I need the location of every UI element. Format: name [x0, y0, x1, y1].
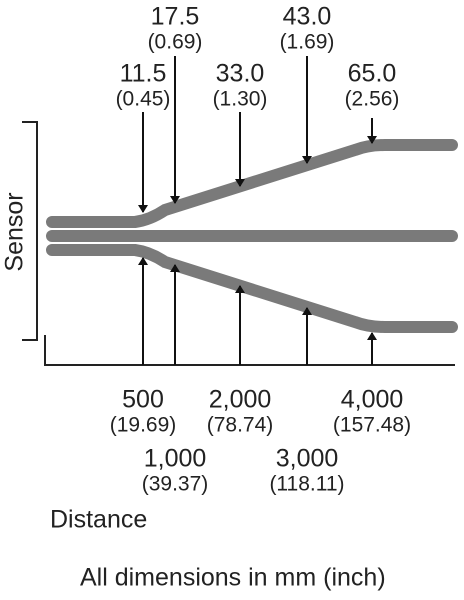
- distance-mm: 2,000: [209, 386, 272, 414]
- distance-label: Distance: [50, 506, 147, 534]
- width-mm: 11.5: [120, 60, 167, 88]
- width-inch: (0.45): [116, 88, 171, 111]
- beam: [46, 139, 458, 333]
- sensor-label: Sensor: [1, 192, 29, 271]
- width-mm: 33.0: [216, 60, 265, 88]
- distance-mm: 3,000: [276, 445, 339, 473]
- distance-inch: (157.48): [333, 414, 411, 437]
- width-inch: (1.30): [213, 88, 268, 111]
- sensor-bracket: [22, 121, 38, 341]
- beam-lower: [46, 244, 458, 333]
- distance-axis: [44, 335, 455, 366]
- beam-upper: [46, 139, 458, 228]
- distance-mm: 1,000: [144, 445, 207, 473]
- width-mm: 17.5: [151, 3, 200, 31]
- distance-inch: (19.69): [110, 414, 177, 437]
- width-mm: 65.0: [348, 60, 397, 88]
- width-inch: (2.56): [345, 88, 400, 111]
- width-inch: (1.69): [280, 31, 335, 54]
- width-inch: (0.69): [148, 31, 203, 54]
- footnote: All dimensions in mm (inch): [80, 564, 386, 592]
- distance-mm: 4,000: [341, 386, 404, 414]
- width-mm: 43.0: [283, 3, 332, 31]
- distance-inch: (39.37): [142, 473, 209, 496]
- distance-inch: (118.11): [269, 473, 344, 496]
- distance-inch: (78.74): [207, 414, 274, 437]
- distance-mm: 500: [122, 386, 164, 414]
